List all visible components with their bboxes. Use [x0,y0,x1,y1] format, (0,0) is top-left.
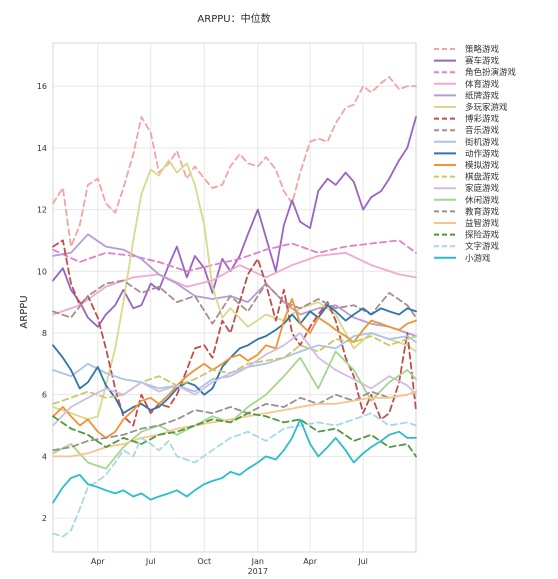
series-line [52,335,417,405]
x-tick-label: Apr [303,557,318,566]
x-tick-label: Jul [357,557,368,566]
series-line [52,116,417,328]
series-line [52,239,417,273]
series-line [52,76,417,248]
legend-label: 音乐游戏 [465,125,500,136]
series-line [52,350,417,470]
series-line [52,279,417,325]
legend-label: 探险游戏 [465,230,500,241]
legend-label: 棋盘游戏 [465,172,500,183]
x-tick-label: Jan [251,557,264,566]
legend-label: 纸牌游戏 [465,90,500,101]
y-axis: 2 4 6 8 10 12 14 16 [37,82,47,523]
series-lines [52,76,417,538]
legend-label: 小游戏 [465,253,491,264]
series-line [52,390,417,452]
y-tick-label: 4 [42,452,47,461]
y-tick-label: 2 [42,514,47,523]
series-line [52,239,417,427]
series-line [52,412,417,538]
legend: 策略游戏赛车游戏角色扮演游戏体育游戏纸牌游戏多玩家游戏博彩游戏音乐游戏街机游戏动… [434,44,517,264]
series-line [52,332,417,393]
grid [53,43,416,552]
y-tick-label: 14 [37,144,47,153]
series-line [52,159,417,421]
legend-label: 多玩家游戏 [465,102,508,113]
legend-label: 街机游戏 [465,137,500,148]
legend-label: 赛车游戏 [465,56,500,67]
legend-label: 家庭游戏 [465,183,500,194]
x-tick-label: Oct [197,557,211,566]
y-tick-label: 16 [37,82,47,91]
x-tick-label: Jul [145,557,156,566]
y-tick-label: 6 [42,391,47,400]
legend-label: 模拟游戏 [465,160,500,171]
series-line [52,418,417,504]
legend-label: 策略游戏 [465,44,500,55]
legend-label: 益智游戏 [465,218,500,229]
chart-title: ARPPU：中位数 [197,12,270,25]
legend-label: 文字游戏 [465,241,500,252]
legend-label: 体育游戏 [465,79,500,90]
series-line [52,251,417,316]
x-tick-label: Apr [91,557,106,566]
series-line [52,412,417,458]
y-tick-label: 12 [37,206,47,215]
y-tick-label: 8 [42,329,47,338]
x-tick-sublabel: 2017 [248,567,268,576]
series-line [52,233,417,338]
legend-label: 博彩游戏 [465,114,500,125]
legend-label: 动作游戏 [465,148,500,159]
y-axis-label: ARPPU [19,295,30,328]
legend-label: 角色扮演游戏 [465,67,517,78]
y-tick-label: 10 [37,267,47,276]
series-line [52,298,417,439]
legend-label: 教育游戏 [465,206,500,217]
legend-label: 休闲游戏 [465,195,500,206]
